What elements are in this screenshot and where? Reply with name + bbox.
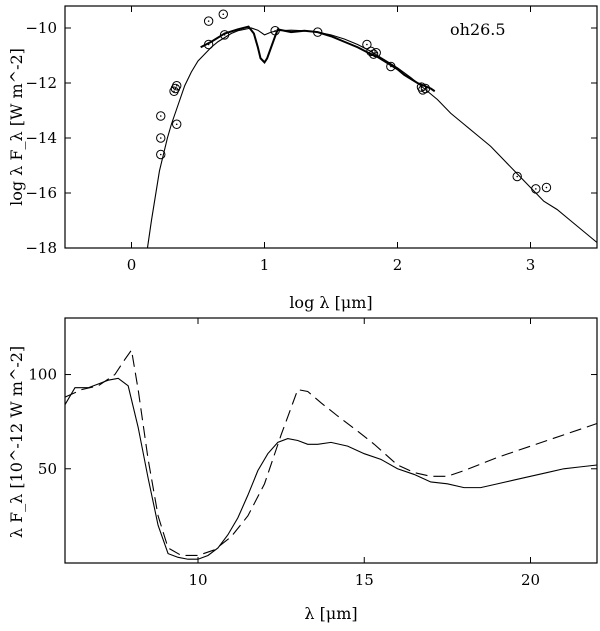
bottom-x-tick-label: 20 [521,571,540,589]
photometry-point [420,83,431,94]
observed-spectrum-line [200,25,436,93]
top-photometry-points [156,9,552,194]
bottom-axis-ticks: 10 15 20 50 100 [28,318,597,589]
photometry-point [371,48,381,58]
photometry-point [218,9,228,19]
top-x-tick-label: 2 [393,256,403,274]
photometry-point [270,26,280,36]
bottom-y-axis-label: λ F_λ [10^-12 W m^-2] [7,346,26,538]
photometry-point [362,39,372,50]
top-y-tick-label: −10 [25,19,57,37]
model-line-line [146,27,598,249]
bottom-y-tick-label: 100 [28,366,57,384]
photometry-point [418,85,428,95]
top-y-tick-label: −16 [25,184,57,202]
photometry-point [172,81,182,91]
photometry-point [541,182,552,193]
observed-line [64,377,598,560]
photometry-point [219,30,230,40]
photometry-point [156,149,166,160]
bottom-curves [64,348,598,560]
photometry-point [313,27,323,37]
model-dashed-line [64,348,598,557]
top-x-axis-label: log λ [μm] [289,293,372,312]
photometry-point [368,49,379,59]
bottom-x-tick-label: 15 [355,571,374,589]
top-x-tick-label: 1 [260,256,270,274]
bottom-y-tick-label: 50 [38,460,57,478]
photometry-point [512,171,522,182]
bottom-x-tick-label: 10 [188,571,207,589]
top-y-axis-label: log λ F_λ [W m^-2] [7,48,26,206]
photometry-point [203,16,214,26]
top-annotation: oh26.5 [450,20,506,39]
top-x-tick-label: 3 [526,256,536,274]
bottom-panel-frame [64,317,598,564]
top-curves [146,25,598,249]
top-y-tick-label: −14 [25,129,57,147]
top-y-tick-label: −18 [25,239,57,257]
bottom-panel: 10 15 20 50 100 λ [μm] λ F_λ [10^-12 W m^-2] [7,317,598,623]
top-panel: 0 1 2 3 −18 −16 −14 −12 −10 oh26.5 log λ [μm] lo… [7,5,598,312]
photometry-point [156,133,166,143]
bottom-x-axis-label: λ [μm] [304,604,357,623]
top-x-tick-label: 0 [127,256,137,274]
photometry-point [203,39,214,50]
photometry-point [172,119,182,129]
photometry-point [386,61,396,72]
photometry-point [531,184,541,194]
top-y-tick-label: −12 [25,74,57,92]
photometry-point [156,111,166,121]
top-axis-ticks: 0 1 2 3 −18 −16 −14 −12 −10 [25,6,597,274]
top-panel-frame [64,5,598,249]
